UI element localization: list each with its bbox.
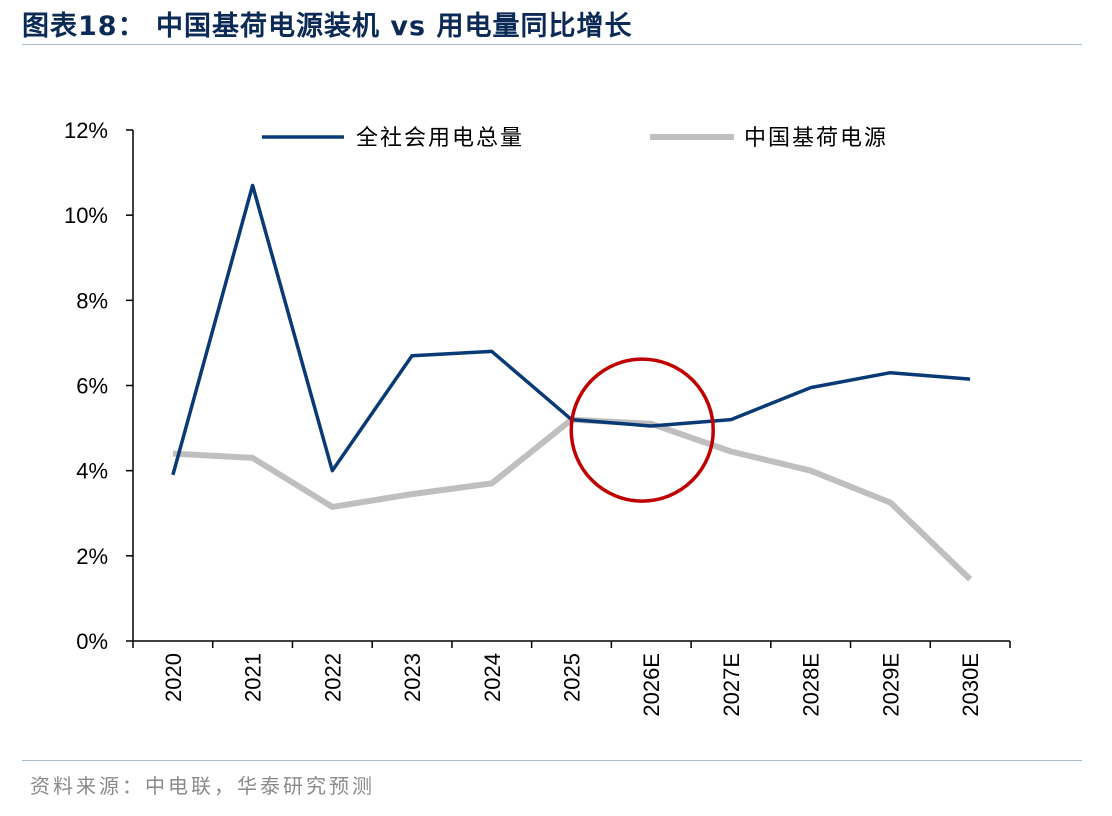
highlight-circle xyxy=(569,357,715,503)
x-tick-label: 2023 xyxy=(400,653,425,702)
legend-item-total-consumption-label: 全社会用电总量 xyxy=(356,126,524,151)
y-tick-label: 12% xyxy=(64,118,108,143)
y-tick-label: 8% xyxy=(76,288,108,313)
x-tick-label: 2026E xyxy=(639,653,664,717)
x-tick-label: 2021 xyxy=(241,653,266,702)
line-chart: 0% 2% 4% 6% 8% 10% 12% 2020 2021 2022 2023 2024 2025… xyxy=(64,118,1011,717)
title-divider xyxy=(22,44,1082,45)
figure-title: 图表18： 中国基荷电源装机 vs 用电量同比增长 xyxy=(22,11,633,42)
y-tick-label: 0% xyxy=(76,629,108,654)
footer-divider xyxy=(22,760,1082,761)
x-tick-label: 2030E xyxy=(958,653,983,717)
x-tick-label: 2025 xyxy=(560,653,585,702)
x-tick-label: 2029E xyxy=(878,653,903,717)
x-tick-label: 2022 xyxy=(320,653,345,702)
y-tick-label: 6% xyxy=(76,374,108,399)
x-tick-label: 2027E xyxy=(719,653,744,717)
y-tick-label: 2% xyxy=(76,544,108,569)
x-tick-label: 2020 xyxy=(161,653,186,702)
y-tick-label: 4% xyxy=(76,459,108,484)
x-tick-label: 2028E xyxy=(799,653,824,717)
y-tick-label: 10% xyxy=(64,203,108,228)
source-note: 资料来源：中电联，华泰研究预测 xyxy=(30,774,375,798)
legend-item-baseload-power-label: 中国基荷电源 xyxy=(744,126,888,151)
x-tick-label: 2024 xyxy=(480,653,505,702)
